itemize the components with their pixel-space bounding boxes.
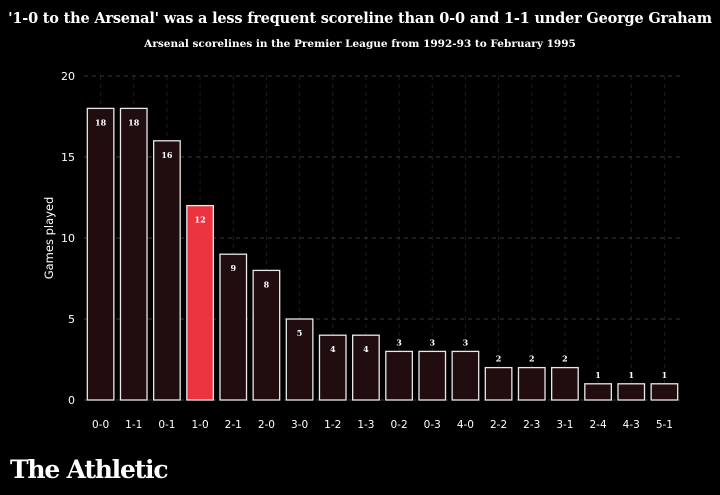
data-label-2-0: 8 (264, 279, 270, 289)
data-label-3-0: 5 (297, 328, 303, 338)
x-tick-label-2-3: 2-3 (523, 419, 540, 431)
y-tick-label-20: 20 (61, 70, 75, 83)
data-label-0-1: 16 (161, 150, 173, 160)
bar-0-1 (152, 140, 181, 401)
x-tick-label-4-0: 4-0 (457, 419, 474, 431)
bar-0-2 (385, 350, 414, 401)
x-tick-label-0-0: 0-0 (92, 419, 109, 431)
data-label-0-3: 3 (429, 337, 435, 347)
bar-1-3 (351, 334, 380, 401)
x-tick-label-1-1: 1-1 (125, 419, 142, 431)
data-label-4-3: 1 (628, 370, 634, 380)
y-tick-label-10: 10 (61, 232, 75, 245)
x-tick-label-4-3: 4-3 (623, 419, 640, 431)
bar-1-0 (186, 204, 214, 401)
data-label-2-4: 1 (595, 370, 601, 380)
bar-1-1 (119, 107, 148, 401)
data-label-2-3: 2 (529, 354, 535, 364)
bar-0-0 (86, 107, 115, 401)
data-label-1-1: 18 (128, 117, 140, 127)
x-tick-label-0-3: 0-3 (424, 419, 441, 431)
x-tick-label-1-0: 1-0 (192, 419, 209, 431)
bar-3-1 (551, 366, 579, 401)
bar-2-3 (517, 366, 546, 401)
chart-subtitle: Arsenal scorelines in the Premier League… (144, 38, 576, 50)
y-tick-label-5: 5 (68, 313, 75, 326)
bar-3-0 (285, 318, 314, 401)
x-tick-label-2-1: 2-1 (225, 419, 242, 431)
bar-2-4 (584, 383, 612, 401)
x-tick-label-0-2: 0-2 (391, 419, 408, 431)
y-tick-label-0: 0 (68, 394, 75, 407)
x-tick-label-2-0: 2-0 (258, 419, 275, 431)
x-tick-label-1-3: 1-3 (357, 419, 374, 431)
bar-2-1 (219, 253, 248, 401)
x-tick-label-3-1: 3-1 (556, 419, 573, 431)
bar-2-2 (484, 366, 513, 401)
x-tick-label-1-2: 1-2 (324, 419, 341, 431)
data-label-0-2: 3 (396, 337, 402, 347)
data-label-1-2: 4 (330, 344, 336, 354)
data-label-1-3: 4 (363, 344, 369, 354)
data-label-1-0: 12 (195, 215, 206, 225)
data-label-3-1: 2 (562, 354, 568, 364)
x-tick-label-5-1: 5-1 (656, 419, 673, 431)
x-tick-label-2-4: 2-4 (590, 419, 607, 431)
data-label-0-0: 18 (95, 117, 107, 127)
x-tick-label-3-0: 3-0 (291, 419, 308, 431)
bar-5-1 (650, 383, 679, 401)
chart-title: '1-0 to the Arsenal' was a less frequent… (8, 10, 712, 27)
bar-2-0 (252, 269, 281, 401)
x-tick-label-2-2: 2-2 (490, 419, 507, 431)
x-tick-label-0-1: 0-1 (158, 419, 175, 431)
brand-logo: The Athletic (10, 455, 169, 484)
bar-4-0 (451, 350, 480, 401)
data-label-2-1: 9 (230, 263, 236, 273)
data-label-2-2: 2 (496, 354, 502, 364)
data-label-4-0: 3 (463, 337, 469, 347)
y-tick-label-15: 15 (61, 151, 75, 164)
data-label-5-1: 1 (662, 370, 668, 380)
bar-4-3 (617, 383, 646, 401)
y-axis-label: Games played (42, 197, 56, 280)
bar-1-2 (318, 334, 347, 401)
bar-0-3 (418, 350, 447, 401)
